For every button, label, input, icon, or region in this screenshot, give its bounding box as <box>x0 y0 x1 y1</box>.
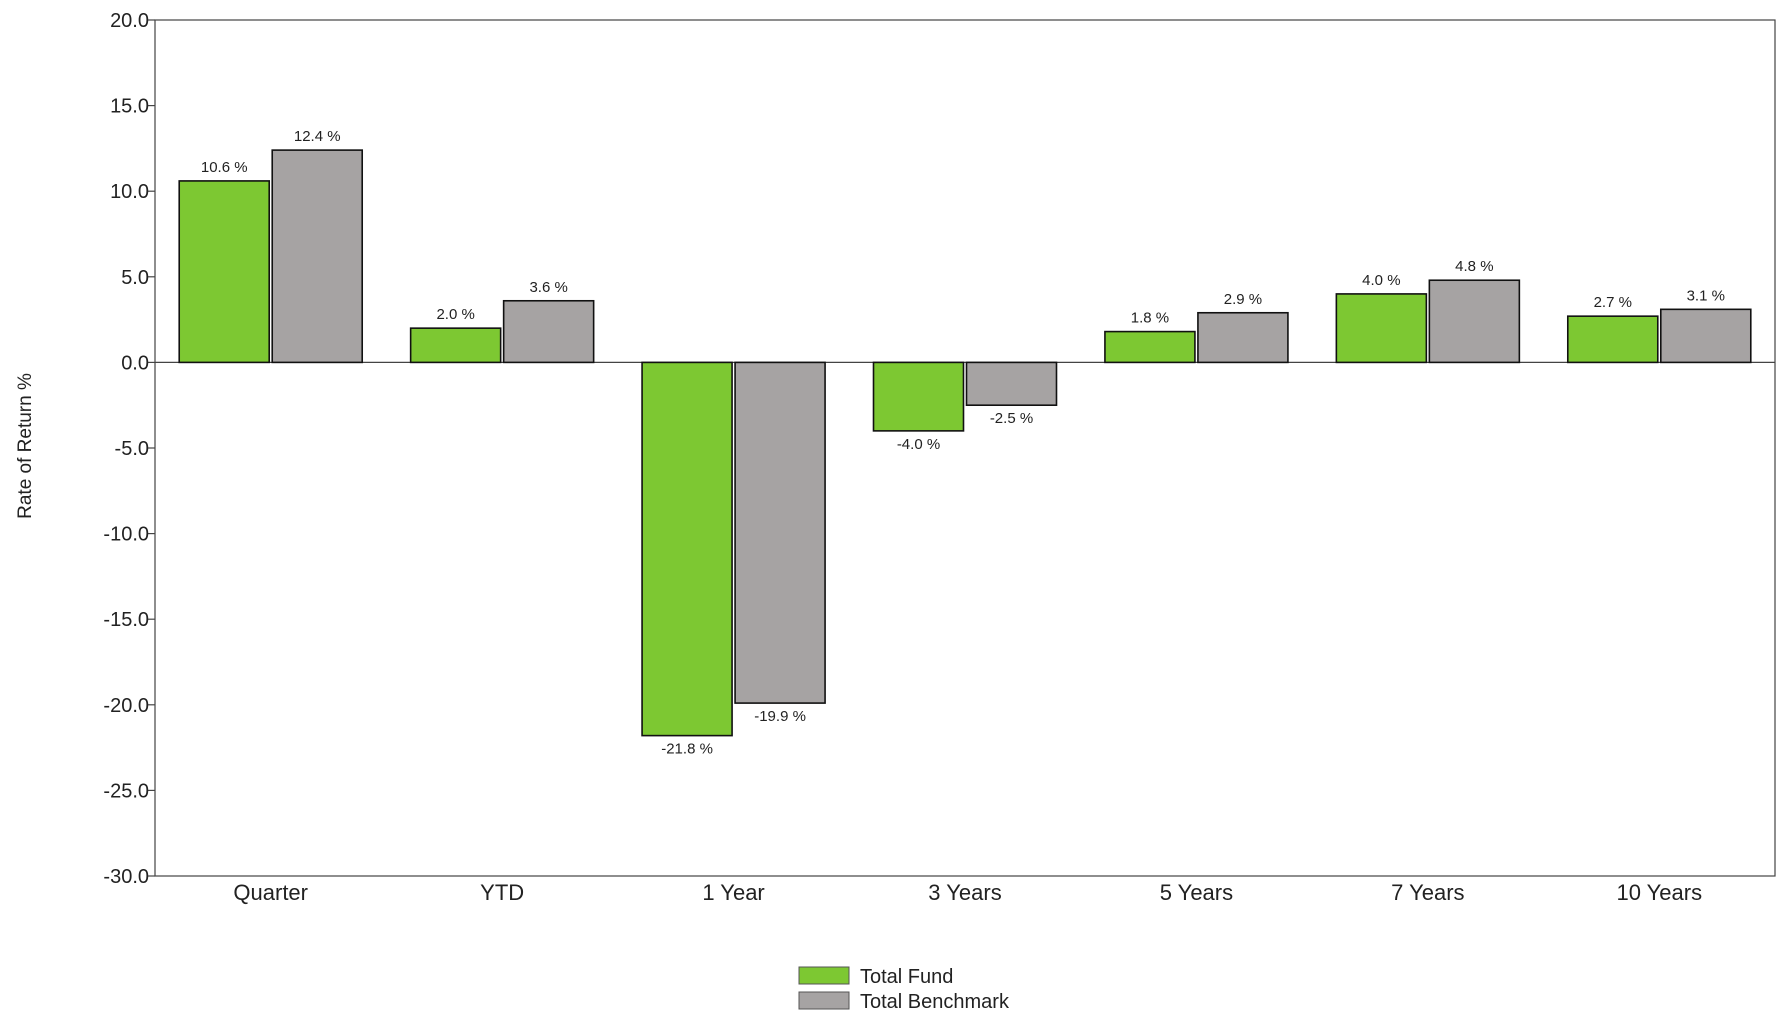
bar <box>409 327 502 364</box>
bar <box>1659 308 1752 364</box>
bar <box>965 361 1058 406</box>
y-tick-label: -30.0 <box>103 866 149 888</box>
y-axis-title: Rate of Return % <box>15 373 36 519</box>
data-label: -21.8 % <box>661 741 713 758</box>
bar <box>1566 315 1659 364</box>
data-label: 12.4 % <box>294 128 341 145</box>
data-label: 2.9 % <box>1224 291 1262 308</box>
data-label: 3.6 % <box>529 279 567 296</box>
category-label: 1 Year <box>702 880 764 905</box>
y-tick-label: -15.0 <box>103 609 149 631</box>
data-label: 2.0 % <box>436 306 474 323</box>
legend-label: Total Fund <box>860 966 953 988</box>
data-label: 4.0 % <box>1362 272 1400 289</box>
legend-label: Total Benchmark <box>860 991 1010 1013</box>
y-tick-label: 10.0 <box>110 181 149 203</box>
bar <box>1428 279 1521 364</box>
y-tick-label: 0.0 <box>121 352 149 374</box>
y-tick-label: -20.0 <box>103 695 149 717</box>
legend-swatch <box>798 991 850 1010</box>
y-tick-label: -10.0 <box>103 524 149 546</box>
data-label: 3.1 % <box>1687 287 1725 304</box>
legend: Total Fund Total Benchmark <box>798 966 1010 1013</box>
category-label: 10 Years <box>1616 880 1702 905</box>
data-label: 2.7 % <box>1594 294 1632 311</box>
y-tick-label: 20.0 <box>110 10 149 32</box>
bar <box>1104 330 1196 364</box>
bar <box>641 361 733 737</box>
bar <box>734 361 826 704</box>
bar <box>271 149 364 364</box>
bar <box>502 299 595 364</box>
data-label: 4.8 % <box>1455 258 1493 275</box>
legend-swatch <box>798 966 850 985</box>
bar <box>1197 311 1289 364</box>
y-tick-label: 15.0 <box>110 96 149 118</box>
category-label: 3 Years <box>928 880 1001 905</box>
data-label: -4.0 % <box>897 436 940 453</box>
axes: 20.0 15.0 10.0 5.0 0.0 -5.0 -10.0 -15.0 -20.0 -25… <box>103 10 1776 905</box>
plot-frame <box>154 19 1776 877</box>
data-label: -2.5 % <box>990 410 1033 427</box>
category-label: YTD <box>480 880 524 905</box>
bar <box>872 361 965 432</box>
category-label: 7 Years <box>1391 880 1464 905</box>
y-tick-label: 5.0 <box>121 267 149 289</box>
bar <box>178 180 271 364</box>
data-label: 1.8 % <box>1131 310 1169 327</box>
bar <box>1335 293 1428 364</box>
bars <box>178 149 1752 737</box>
category-label: Quarter <box>233 880 308 905</box>
data-label: 10.6 % <box>201 159 248 176</box>
y-tick-label: -5.0 <box>115 438 149 460</box>
data-labels: 10.6 % 12.4 % 2.0 % 3.6 % -21.8 % -19.9 % -4.0… <box>201 128 1725 758</box>
category-label: 5 Years <box>1160 880 1233 905</box>
data-label: -19.9 % <box>754 708 806 725</box>
y-tick-label: -25.0 <box>103 780 149 802</box>
